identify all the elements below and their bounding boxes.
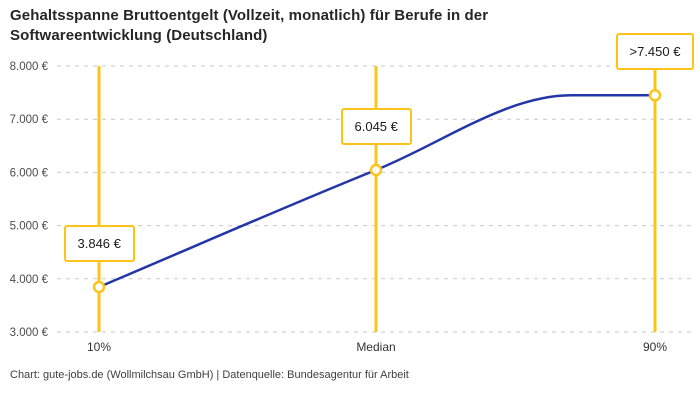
y-tick-label: 4.000 € (10, 274, 49, 286)
y-axis: 3.000 € 4.000 € 5.000 € 6.000 € 7.000 € … (10, 61, 49, 339)
salary-curve (97, 94, 657, 289)
x-tick-label-90pct: 90% (643, 340, 667, 354)
y-tick-label: 5.000 € (10, 221, 49, 233)
value-label-90pct: >7.450 € (615, 33, 695, 71)
x-tick-label-10pct: 10% (87, 340, 111, 354)
x-tick-label-median: Median (356, 340, 395, 354)
chart-title: Gehaltsspanne Bruttoentgelt (Vollzeit, m… (10, 7, 489, 44)
data-point-Median (369, 163, 383, 177)
y-tick-label: 7.000 € (10, 114, 49, 126)
quantile-reference-lines (97, 66, 657, 332)
value-label-median: 6.045 € (340, 108, 412, 145)
data-point-90% (648, 89, 662, 102)
data-point-10% (92, 280, 106, 294)
value-label-10pct: 3.846 € (63, 224, 135, 262)
x-axis: 10% Median 90% (87, 340, 667, 354)
y-tick-label: 6.000 € (10, 167, 49, 179)
y-tick-label: 8.000 € (10, 61, 49, 73)
data-point-markers (92, 89, 662, 294)
y-tick-label: 3.000 € (10, 327, 49, 339)
chart-source-footer: Chart: gute-jobs.de (Wollmilchsau GmbH) … (10, 369, 409, 381)
